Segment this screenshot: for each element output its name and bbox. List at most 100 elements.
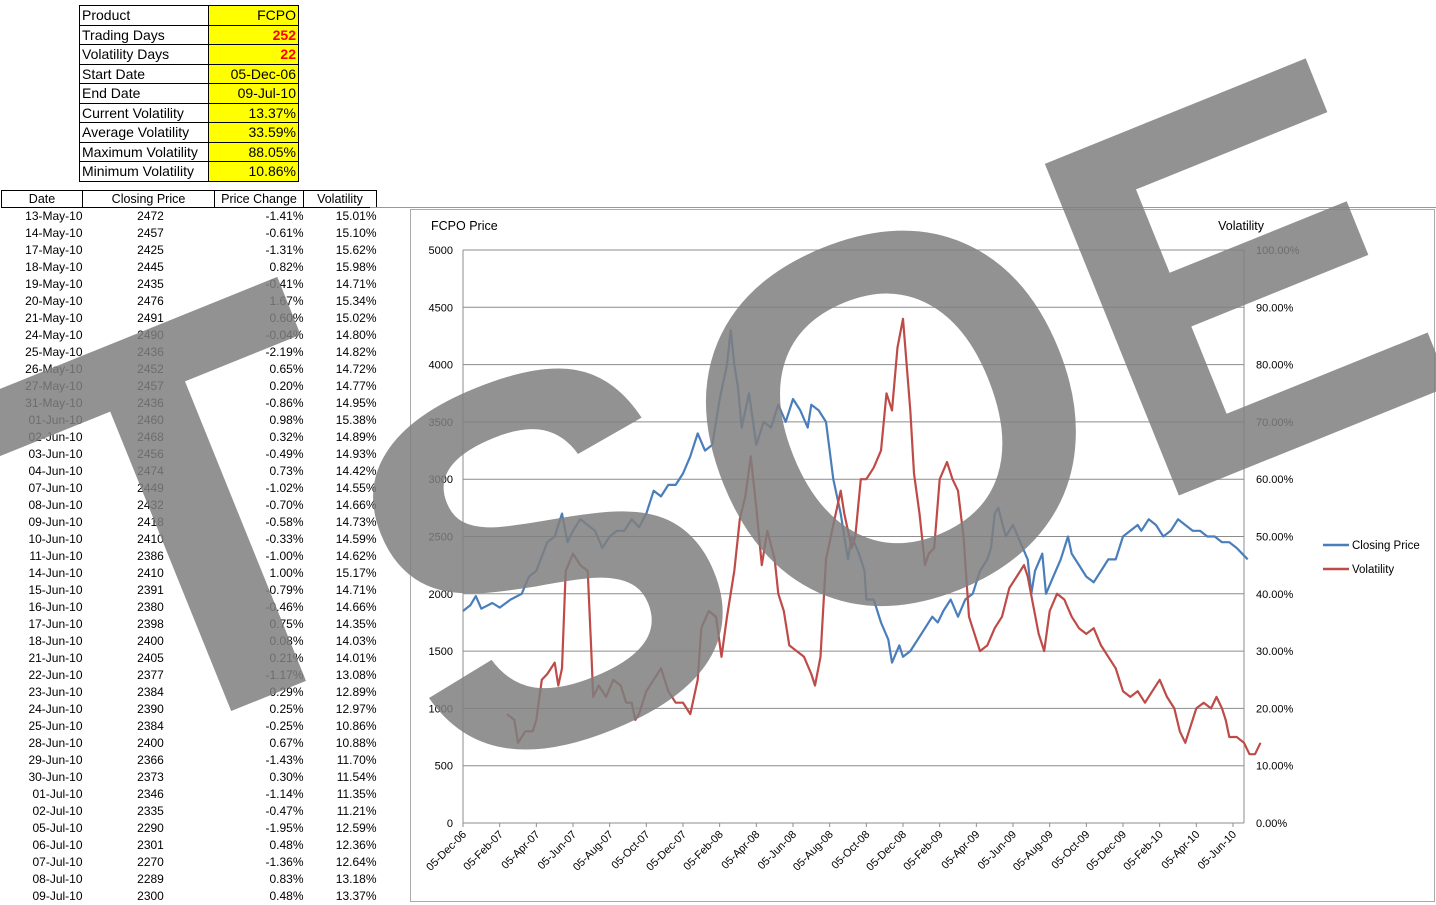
summary-value: 22: [208, 44, 299, 65]
cell-volatility: 11.70%: [336, 753, 377, 767]
cell-closing-price: 2456: [137, 447, 164, 461]
cell-date: 10-Jun-10: [28, 532, 83, 546]
table-row: 13-May-10 2472 -1.41% 15.01%: [2, 208, 377, 226]
summary-label: Minimum Volatility: [79, 161, 209, 182]
cell-volatility: 15.17%: [335, 566, 377, 580]
cell-volatility: 15.10%: [335, 226, 377, 240]
cell-closing-price: 2391: [137, 583, 164, 597]
chart-area: 0 500 1000 1500 2000 2500 3000 3500 4000 4500 5000…: [410, 209, 1435, 902]
cell-volatility: 14.80%: [335, 328, 377, 342]
table-row: 02-Jun-10 2468 0.32% 14.89%: [2, 429, 376, 446]
cell-date: 05-Jul-10: [32, 821, 83, 835]
table-row: 18-May-10 2445 0.82% 15.98%: [2, 259, 376, 276]
cell-date: 27-May-10: [25, 379, 83, 393]
cell-closing-price: 2380: [137, 600, 164, 614]
cell-closing-price: 2301: [137, 838, 164, 852]
right-tick-label: 10.00%: [1256, 761, 1294, 773]
table-row: 07-Jun-10 2449 -1.02% 14.55%: [2, 480, 376, 497]
cell-closing-price: 2436: [137, 396, 164, 410]
table-row: 01-Jul-10 2346 -1.14% 11.35%: [2, 786, 376, 803]
cell-price-change: -1.36%: [265, 855, 304, 869]
cell-closing-price: 2436: [137, 345, 164, 359]
cell-volatility: 13.08%: [335, 668, 377, 682]
divider-line: [370, 207, 1436, 208]
cell-closing-price: 2398: [137, 617, 164, 631]
cell-closing-price: 2290: [137, 821, 164, 835]
cell-date: 01-Jul-10: [32, 787, 83, 801]
cell-date: 30-Jun-10: [28, 770, 83, 784]
cell-volatility: 15.34%: [335, 294, 377, 308]
cell-closing-price: 2418: [137, 515, 164, 529]
table-row: 16-Jun-10 2380 -0.46% 14.66%: [2, 599, 377, 616]
cell-volatility: 14.42%: [335, 464, 377, 478]
right-tick-label: 0.00%: [1256, 818, 1287, 830]
cell-closing-price: 2410: [137, 532, 164, 546]
cell-closing-price: 2366: [137, 753, 164, 767]
summary-value: 13.37%: [208, 102, 299, 123]
cell-price-change: -1.95%: [265, 821, 304, 835]
cell-volatility: 14.62%: [335, 549, 377, 563]
cell-closing-price: 2476: [137, 294, 164, 308]
cell-closing-price: 2373: [137, 770, 164, 784]
cell-closing-price: 2432: [137, 498, 164, 512]
cell-date: 09-Jun-10: [28, 515, 83, 529]
cell-volatility: 15.02%: [335, 311, 377, 325]
cell-date: 03-Jun-10: [28, 447, 83, 461]
table-row: 08-Jun-10 2432 -0.70% 14.66%: [2, 497, 376, 514]
left-tick-label: 5000: [429, 245, 453, 257]
cell-volatility: 11.21%: [336, 804, 377, 818]
table-row: 20-May-10 2476 1.67% 15.34%: [2, 293, 377, 310]
cell-price-change: -1.14%: [265, 787, 304, 801]
right-tick-label: 20.00%: [1256, 703, 1294, 715]
cell-volatility: 15.38%: [335, 413, 377, 427]
table-row: 17-Jun-10 2398 0.75% 14.35%: [2, 616, 376, 633]
summary-row: Product FCPO: [79, 5, 299, 26]
summary-value: 33.59%: [208, 122, 299, 143]
cell-volatility: 14.01%: [335, 651, 377, 665]
cell-volatility: 14.77%: [335, 379, 377, 393]
table-row: 22-Jun-10 2377 -1.17% 13.08%: [2, 667, 377, 684]
cell-price-change: 1.67%: [269, 294, 304, 308]
cell-date: 08-Jun-10: [28, 498, 83, 512]
cell-price-change: -1.41%: [265, 209, 304, 223]
table-row: 24-Jun-10 2390 0.25% 12.97%: [2, 701, 376, 718]
cell-date: 26-May-10: [25, 362, 83, 376]
cell-date: 09-Jul-10: [32, 889, 83, 903]
cell-date: 19-May-10: [25, 277, 83, 291]
table-row: 07-Jul-10 2270 -1.36% 12.64%: [2, 854, 376, 871]
cell-volatility: 14.66%: [335, 600, 377, 614]
table-row: 09-Jul-10 2300 0.48% 13.37%: [2, 888, 376, 905]
summary-label: Volatility Days: [79, 44, 209, 65]
cell-price-change: -0.46%: [265, 600, 304, 614]
table-row: 08-Jul-10 2289 0.83% 13.18%: [2, 871, 376, 888]
table-row: 11-Jun-10 2386 -1.00% 14.62%: [2, 548, 377, 565]
cell-price-change: -1.31%: [265, 243, 304, 257]
right-tick-label: 40.00%: [1256, 589, 1294, 601]
cell-closing-price: 2384: [137, 719, 164, 733]
cell-volatility: 15.01%: [335, 209, 377, 223]
cell-date: 23-Jun-10: [28, 685, 83, 699]
table-row: 31-May-10 2436 -0.86% 14.95%: [2, 395, 376, 412]
summary-value: FCPO: [208, 5, 299, 26]
cell-closing-price: 2452: [137, 362, 164, 376]
x-tick-label: 05-Feb-09: [901, 829, 945, 873]
cell-volatility: 14.93%: [335, 447, 377, 461]
x-tick-label: 05-Feb-08: [681, 829, 725, 873]
cell-date: 08-Jul-10: [32, 872, 83, 886]
cell-date: 24-May-10: [25, 328, 83, 342]
right-tick-label: 70.00%: [1256, 417, 1294, 429]
summary-row: Start Date 05-Dec-06: [79, 63, 299, 84]
cell-date: 11-Jun-10: [29, 549, 83, 563]
right-axis-title: Volatility: [1218, 219, 1265, 233]
cell-date: 14-Jun-10: [28, 566, 83, 580]
cell-closing-price: 2472: [137, 209, 164, 223]
right-tick-label: 60.00%: [1256, 474, 1294, 486]
cell-volatility: 15.62%: [335, 243, 377, 257]
cell-price-change: 0.21%: [269, 651, 304, 665]
cell-closing-price: 2410: [137, 566, 164, 580]
cell-price-change: -0.41%: [265, 277, 304, 291]
cell-date: 21-Jun-10: [28, 651, 83, 665]
table-row: 04-Jun-10 2474 0.73% 14.42%: [2, 463, 377, 480]
series-line-volatility: [506, 317, 1262, 756]
cell-closing-price: 2425: [137, 243, 164, 257]
